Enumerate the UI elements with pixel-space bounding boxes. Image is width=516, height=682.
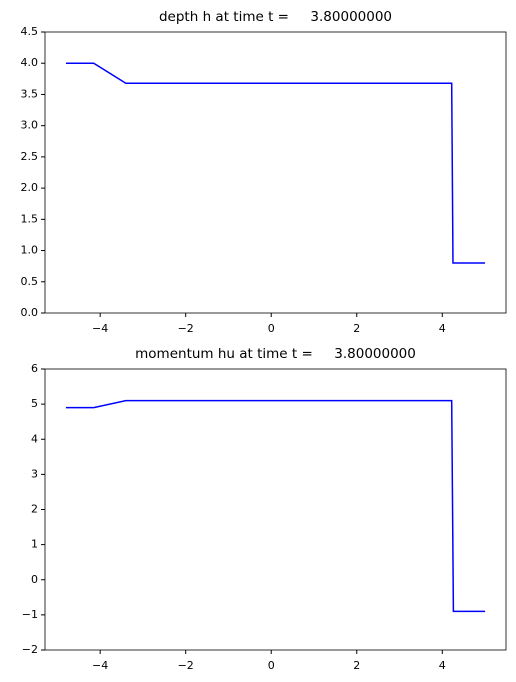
y-tick-label: 6 — [31, 362, 38, 375]
x-tick-label: 4 — [439, 322, 446, 335]
y-tick-label: 3 — [31, 467, 38, 480]
y-tick-label: 4 — [31, 432, 38, 445]
x-tick-label: 4 — [439, 659, 446, 672]
axes-frame — [44, 31, 507, 314]
line — [65, 399, 486, 613]
y-tick-label: 4.0 — [21, 56, 39, 69]
y-tick-label: 0 — [31, 573, 38, 586]
x-tick-label: −2 — [178, 659, 194, 672]
y-tick-label: 3.5 — [21, 87, 39, 100]
y-tick-label: 4.5 — [21, 25, 39, 38]
x-tick-label: −4 — [92, 659, 108, 672]
y-tick-label: 1.5 — [21, 212, 39, 225]
x-tick-label: 2 — [353, 322, 360, 335]
x-tick-label: 0 — [268, 322, 275, 335]
x-tick-label: −2 — [178, 322, 194, 335]
chart-title: momentum hu at time t = 3.80000000 — [135, 346, 416, 362]
y-tick-label: 0.0 — [21, 306, 39, 319]
y-tick-label: 1.0 — [21, 244, 39, 257]
y-tick-label: 5 — [31, 397, 38, 410]
y-tick-label: −1 — [22, 608, 38, 621]
y-tick-label: 2.5 — [21, 150, 39, 163]
y-tick-label: 2.0 — [21, 181, 39, 194]
chart-title: depth h at time t = 3.80000000 — [159, 9, 392, 25]
line — [65, 62, 486, 264]
y-tick-label: −2 — [22, 643, 38, 656]
y-tick-label: 3.0 — [21, 119, 39, 132]
x-tick-label: 2 — [353, 659, 360, 672]
axes-frame — [44, 368, 507, 651]
y-tick-label: 1 — [31, 538, 38, 551]
x-tick-label: −4 — [92, 322, 108, 335]
y-tick-label: 0.5 — [21, 275, 39, 288]
x-tick-label: 0 — [268, 659, 275, 672]
y-tick-label: 2 — [31, 503, 38, 516]
